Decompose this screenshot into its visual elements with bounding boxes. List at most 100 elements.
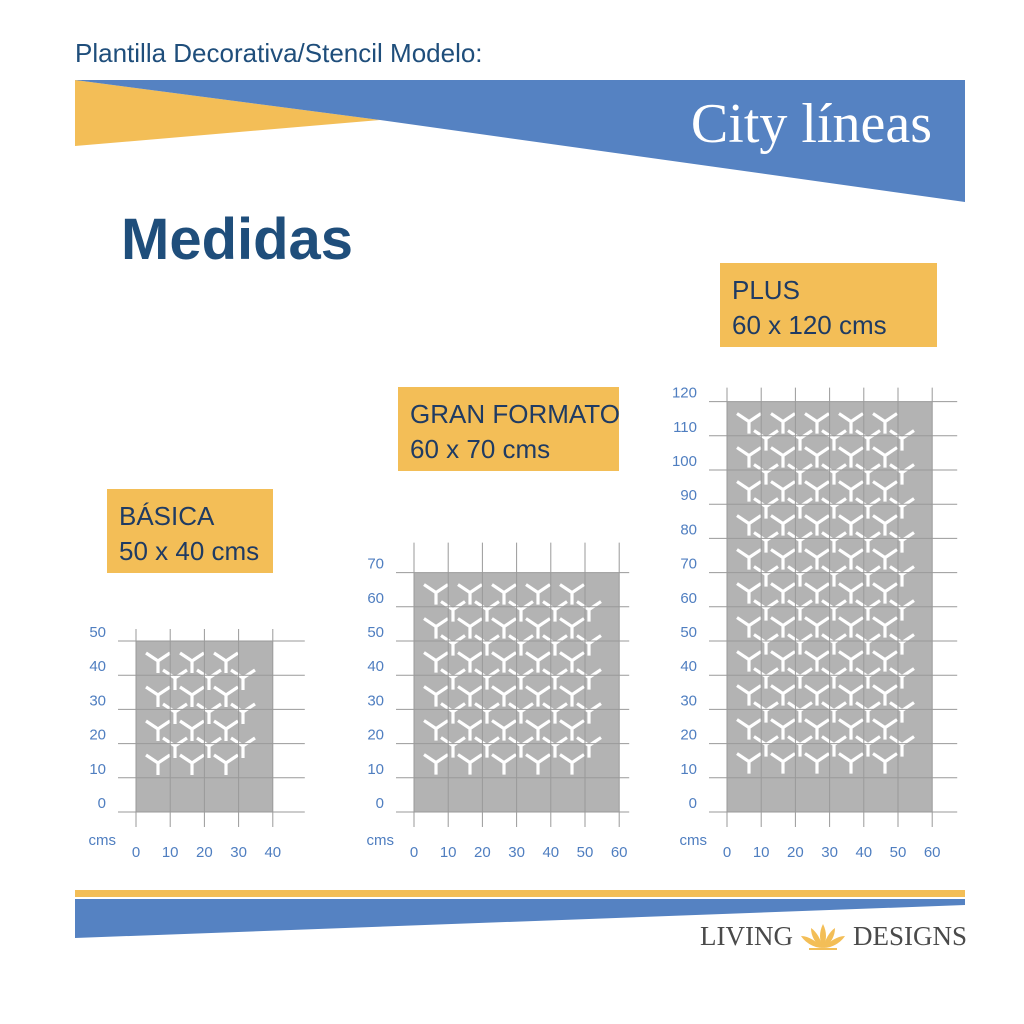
- y-tick-label: 60: [367, 590, 384, 607]
- y-tick-label: 40: [367, 658, 384, 675]
- y-motif: [821, 565, 847, 587]
- x-tick-label: 40: [542, 844, 559, 861]
- y-motif: [787, 565, 813, 587]
- y-motif: [230, 668, 256, 690]
- y-motif: [508, 668, 534, 690]
- y-motif: [787, 429, 813, 451]
- y-tick-label: 10: [680, 761, 697, 778]
- y-motif: [787, 463, 813, 485]
- y-motif: [491, 753, 517, 775]
- y-motif: [889, 497, 915, 519]
- logo-text-left: LIVING: [700, 920, 793, 951]
- y-motif: [576, 600, 602, 622]
- y-motif: [525, 651, 551, 673]
- y-motif: [855, 531, 881, 553]
- y-motif: [753, 599, 779, 621]
- y-motif: [213, 651, 239, 673]
- label-basica-dims: 50 x 40 cms: [119, 536, 260, 566]
- y-motif: [804, 412, 830, 434]
- y-motif: [423, 651, 449, 673]
- y-motif: [770, 616, 796, 638]
- x-tick-label: 30: [508, 844, 525, 861]
- product-name: City líneas: [690, 93, 932, 155]
- brand-logo: LIVING DESIGNS: [700, 920, 967, 952]
- y-motif: [889, 531, 915, 553]
- footer-yellow-stripe: [75, 890, 965, 897]
- y-motif: [770, 412, 796, 434]
- y-motif: [753, 735, 779, 757]
- y-tick-label: 90: [680, 487, 697, 504]
- y-motif: [491, 617, 517, 639]
- y-motif: [821, 701, 847, 723]
- y-motif: [491, 719, 517, 741]
- y-motif: [872, 616, 898, 638]
- y-motif: [855, 565, 881, 587]
- y-motif: [770, 718, 796, 740]
- y-motif: [736, 582, 762, 604]
- y-tick-label: 120: [672, 385, 697, 402]
- y-tick-label: 40: [89, 658, 106, 675]
- y-motif: [889, 429, 915, 451]
- stencil-pattern: [423, 583, 602, 775]
- y-motif: [559, 719, 585, 741]
- y-motif: [162, 736, 188, 758]
- x-tick-label: 0: [410, 844, 418, 861]
- y-motif: [821, 531, 847, 553]
- y-tick-label: 70: [680, 556, 697, 573]
- y-motif: [821, 599, 847, 621]
- label-plus: PLUS 60 x 120 cms: [720, 263, 937, 347]
- y-motif: [491, 651, 517, 673]
- y-motif: [736, 650, 762, 672]
- y-motif: [872, 752, 898, 774]
- y-tick-label: 30: [89, 692, 106, 709]
- label-gran-formato-name: GRAN FORMATO: [410, 399, 620, 429]
- diagram-gran-formato: 0 10 20 30 40 50 60 0 10 20 30 40 50 60 70 cms: [367, 542, 630, 861]
- x-tick-label: 60: [611, 844, 628, 861]
- diagram-b-sica: 0 10 20 30 40 0 10 20 30 40 50 cms: [89, 624, 305, 861]
- unit-label: cms: [89, 832, 117, 849]
- y-motif: [213, 719, 239, 741]
- y-motif: [440, 702, 466, 724]
- y-motif: [872, 514, 898, 536]
- y-motif: [821, 735, 847, 757]
- y-motif: [889, 633, 915, 655]
- y-motif: [474, 702, 500, 724]
- y-motif: [787, 497, 813, 519]
- x-tick-label: 10: [753, 844, 770, 861]
- y-motif: [872, 650, 898, 672]
- y-tick-label: 70: [367, 556, 384, 573]
- label-plus-dims: 60 x 120 cms: [732, 310, 887, 340]
- y-motif: [770, 514, 796, 536]
- y-motif: [838, 718, 864, 740]
- y-motif: [770, 684, 796, 706]
- y-motif: [162, 702, 188, 724]
- y-motif: [576, 736, 602, 758]
- y-tick-label: 60: [680, 590, 697, 607]
- y-motif: [872, 582, 898, 604]
- y-tick-label: 10: [367, 761, 384, 778]
- y-motif: [457, 617, 483, 639]
- y-tick-label: 50: [680, 624, 697, 641]
- y-motif: [491, 685, 517, 707]
- y-motif: [542, 634, 568, 656]
- y-motif: [179, 651, 205, 673]
- y-motif: [855, 633, 881, 655]
- y-motif: [145, 719, 171, 741]
- label-plus-name: PLUS: [732, 275, 800, 305]
- y-motif: [838, 582, 864, 604]
- y-tick-label: 50: [367, 624, 384, 641]
- y-motif: [770, 752, 796, 774]
- y-tick-label: 30: [367, 692, 384, 709]
- y-motif: [230, 702, 256, 724]
- y-motif: [855, 667, 881, 689]
- y-motif: [440, 600, 466, 622]
- y-motif: [491, 583, 517, 605]
- y-motif: [440, 736, 466, 758]
- stencil-pattern: [145, 651, 256, 775]
- y-motif: [804, 514, 830, 536]
- y-motif: [804, 650, 830, 672]
- y-motif: [525, 583, 551, 605]
- y-motif: [838, 412, 864, 434]
- y-motif: [855, 463, 881, 485]
